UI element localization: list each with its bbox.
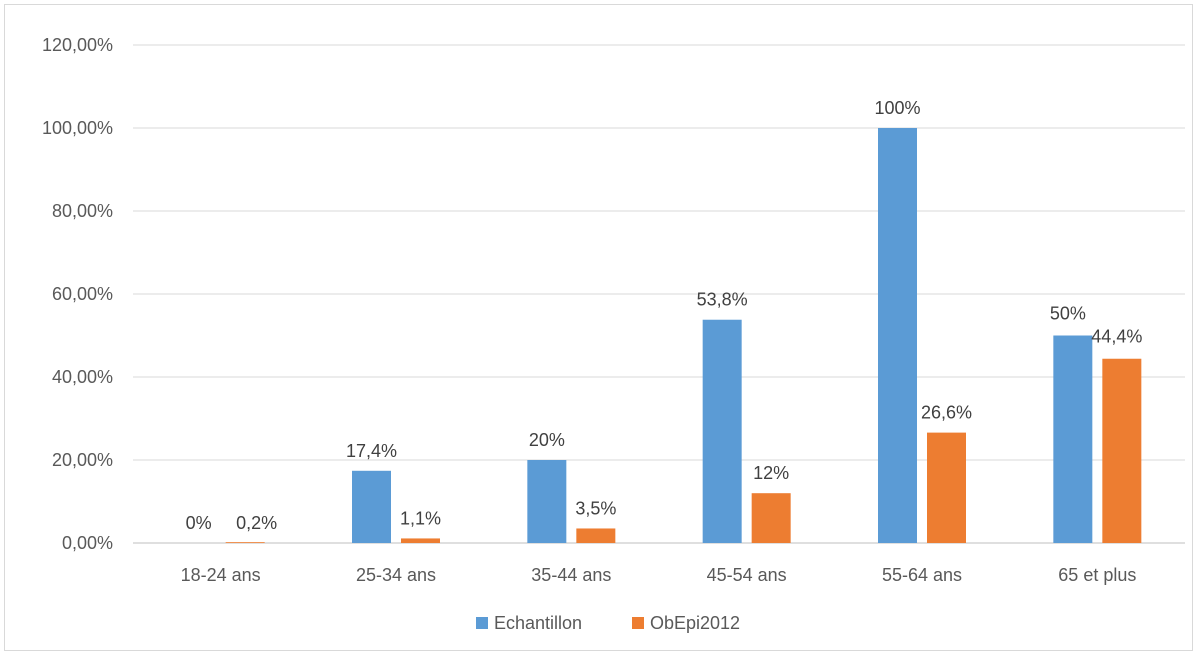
data-label: 3,5%: [575, 498, 616, 518]
data-label: 0%: [186, 513, 212, 533]
category-label: 55-64 ans: [882, 565, 962, 585]
data-label: 1,1%: [400, 508, 441, 528]
data-label: 17,4%: [346, 441, 397, 461]
bar-echantillon: [1053, 335, 1093, 543]
data-label: 50%: [1050, 304, 1086, 324]
category-label: 25-34 ans: [356, 565, 436, 585]
legend-label: ObEpi2012: [650, 613, 740, 633]
y-tick-label: 80,00%: [52, 201, 113, 221]
y-tick-label: 120,00%: [42, 35, 113, 55]
y-tick-label: 0,00%: [62, 533, 113, 553]
y-tick-label: 20,00%: [52, 450, 113, 470]
bar-obepi2012: [1102, 358, 1142, 543]
bar-obepi2012: [927, 432, 966, 543]
bar-echantillon: [352, 470, 391, 543]
y-tick-label: 60,00%: [52, 284, 113, 304]
category-label: 65 et plus: [1058, 565, 1136, 585]
y-tick-label: 100,00%: [42, 118, 113, 138]
legend-swatch-echantillon: [476, 617, 488, 629]
data-label: 100%: [874, 98, 920, 118]
chart-area: 0,00% 20,00% 40,00% 60,00% 80,00% 100,00% 120,…: [4, 4, 1193, 651]
legend-label: Echantillon: [494, 613, 582, 633]
bar-echantillon: [527, 460, 567, 543]
bar-echantillon: [878, 128, 917, 543]
bar-obepi2012: [401, 538, 440, 543]
y-axis-ticks: 0,00% 20,00% 40,00% 60,00% 80,00% 100,00% 120,…: [42, 35, 113, 553]
bar-obepi2012: [576, 528, 616, 543]
y-tick-label: 40,00%: [52, 367, 113, 387]
bar-chart: 0,00% 20,00% 40,00% 60,00% 80,00% 100,00% 120,…: [42, 35, 1185, 633]
bar-obepi2012: [225, 542, 265, 543]
data-labels: 0% 0,2% 17,4% 1,1% 20% 3,5% 53,8% 12% 100% 26,6% 5…: [186, 98, 1143, 533]
legend: Echantillon ObEpi2012: [476, 613, 740, 633]
bar-obepi2012: [751, 493, 791, 543]
bar-echantillon: [702, 319, 742, 543]
data-label: 12%: [753, 463, 789, 483]
x-axis-categories: 18-24 ans 25-34 ans 35-44 ans 45-54 ans 55-6…: [181, 565, 1137, 585]
data-label: 44,4%: [1091, 327, 1142, 347]
data-label: 20%: [529, 430, 565, 450]
category-label: 35-44 ans: [531, 565, 611, 585]
data-label: 53,8%: [697, 290, 748, 310]
legend-swatch-obepi2012: [632, 617, 644, 629]
category-label: 18-24 ans: [181, 565, 261, 585]
category-label: 45-54 ans: [707, 565, 787, 585]
data-label: 0,2%: [236, 513, 277, 533]
gridlines: [133, 44, 1185, 544]
data-label: 26,6%: [921, 403, 972, 423]
bars: [225, 128, 1142, 543]
